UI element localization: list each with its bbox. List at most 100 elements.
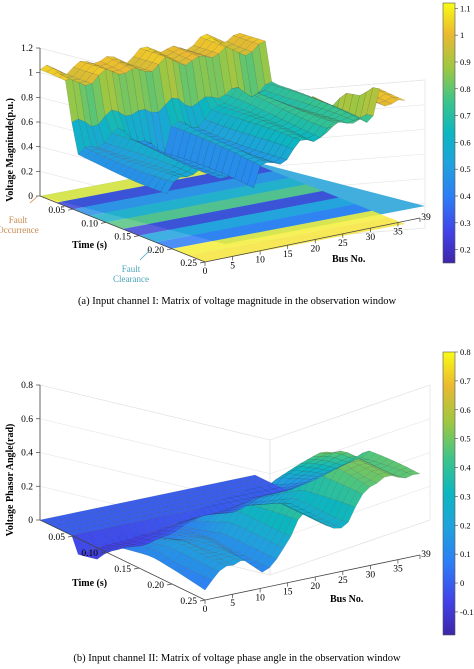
bus-tick-label: 5	[230, 261, 235, 271]
time-tick-label: 0.05	[48, 533, 65, 543]
time-tick-mark	[199, 599, 206, 602]
bus-tick-label: 15	[283, 250, 293, 260]
annotation-line: Occurrence	[0, 225, 39, 235]
bus-axis-label-b: Bus No.	[330, 594, 364, 605]
surface-patch	[298, 480, 313, 486]
z-tick-label: 0.4	[21, 449, 33, 459]
caption-b: (b) Input channel II: Matrix of voltage …	[73, 653, 401, 664]
voltage-angle-surface	[39, 450, 421, 591]
bus-tick-label: 0	[203, 267, 208, 277]
bus-tick-label: 35	[393, 565, 403, 575]
fault-clearance-arrow	[139, 249, 151, 261]
grid-line	[39, 418, 431, 475]
z-tick-label: 0.2	[21, 167, 33, 177]
colorbar-tick-label: 0.7	[460, 376, 471, 386]
colorbar-tick-label: 0.8	[460, 84, 471, 94]
colorbar-tick-label: 0.5	[460, 434, 471, 444]
z-axis-label-a: Voltage Magnitude(p.u.)	[5, 98, 16, 202]
colorbar-tick-label: 0.7	[460, 111, 471, 121]
colorbar-tick-label: 0.1	[460, 549, 471, 559]
grid-line	[39, 384, 431, 441]
colorbar-tick-label: 0.6	[460, 405, 471, 415]
colorbar-tick-label: 0.4	[460, 463, 471, 473]
floor-stripe	[139, 197, 356, 243]
time-axis-label-a: Time (s)	[72, 240, 107, 251]
bus-tick-label: 25	[338, 239, 348, 249]
colorbar-tick-label: 0.6	[460, 137, 471, 147]
bus-tick-label: 10	[255, 593, 265, 603]
time-tick-label: 0.25	[180, 597, 197, 607]
bus-ticks-a: 0 5 10 15 20 25 30 35 39	[203, 213, 431, 277]
time-axis-line	[39, 195, 206, 263]
time-tick-mark	[166, 583, 173, 586]
time-tick-mark	[100, 222, 107, 224]
z-tick-label: 1.2	[21, 44, 33, 54]
z-tick-label: 0.6	[21, 118, 33, 128]
bus-tick-label: 39	[421, 550, 431, 560]
colorbar-tick-label: 0.2	[460, 520, 471, 530]
time-ticks-b: 0.05 0.10 0.15 0.20 0.25	[48, 533, 206, 607]
time-tick-label: 0.10	[81, 219, 98, 229]
z-axis-label-b: Voltage Phasor Angle(rad)	[5, 424, 16, 537]
colorbar-tick-label: 0.2	[460, 245, 471, 255]
colorbar-tick-label: 1	[460, 30, 464, 40]
annotation-line: Fault	[122, 264, 141, 274]
time-axis-label-b: Time (s)	[72, 578, 107, 589]
colorbar-tick-label: 0.9	[460, 57, 471, 67]
bus-tick-label: 20	[311, 582, 321, 592]
z-tick-label: 0.4	[21, 143, 33, 153]
floor-stripe	[172, 210, 389, 256]
floor-stripe	[188, 217, 405, 262]
panel-a: 00.20.40.60.811.2 0.050.100.150.200.25 0…	[0, 2, 471, 307]
fault-clearance-label: Fault Clearance	[113, 264, 149, 284]
bus-tick-label: 30	[366, 233, 376, 243]
time-tick-mark	[166, 248, 173, 251]
bus-tick-label: 15	[283, 588, 293, 598]
time-tick-label: 0.15	[114, 233, 131, 243]
colorbar-tick-label: 0.3	[460, 491, 471, 501]
colorbar-tick-label: 0.8	[460, 347, 471, 357]
z-tick-label: 0.8	[21, 93, 33, 103]
voltage-magnitude-surface	[39, 32, 406, 194]
surface-patch	[330, 464, 344, 472]
surface-patch	[368, 453, 383, 462]
time-tick-label: 0.15	[114, 565, 131, 575]
z-tick-label: 0.2	[21, 482, 33, 492]
bus-tick-label: 35	[393, 228, 403, 238]
bus-ticks-b: 0 5 10 15 20 25 30 35 39	[203, 550, 431, 615]
caption-a: (a) Input channel I: Matrix of voltage m…	[78, 296, 397, 307]
time-tick-mark	[199, 261, 206, 264]
z-tick-label: 0.8	[21, 381, 33, 391]
time-tick-label: 0.25	[180, 259, 197, 269]
time-tick-mark	[67, 535, 74, 538]
surface-patch	[342, 456, 357, 466]
bus-tick-label: 5	[230, 599, 235, 609]
surface-patch	[247, 474, 262, 480]
time-axis-line-b	[39, 519, 206, 601]
colorbar-tick-label: 0.4	[460, 191, 471, 201]
colorbar-ticks-a: 0.2 0.3 0.4 0.5 0.6 0.7 0.8 0.9 1 1.1	[455, 3, 471, 255]
bus-tick-label: 30	[366, 570, 376, 580]
time-tick-mark	[133, 235, 140, 237]
time-tick-label: 0.20	[147, 246, 164, 256]
floor-stripe	[106, 184, 323, 229]
colorbar-tick-label: 0	[460, 578, 464, 588]
colorbar-a	[442, 2, 456, 264]
colorbar-ticks-b: -0.1 0 0.1 0.2 0.3 0.4 0.5 0.6 0.7 0.8	[455, 347, 473, 617]
time-tick-label: 0.20	[147, 581, 164, 591]
colorbar-tick-label: 0.3	[460, 218, 471, 228]
time-tick-mark	[133, 567, 140, 570]
floor-stripe	[89, 177, 306, 223]
z-tick-label: 0	[28, 192, 33, 202]
time-tick-mark	[67, 208, 74, 211]
bus-tick-label: 20	[311, 244, 321, 254]
z-ticks-a: 0 0.2 0.4 0.6 0.8 1 1.2	[21, 44, 40, 202]
z-ticks-b: 0 0.2 0.4 0.6 0.8	[21, 381, 40, 526]
fault-occurrence-arrow	[29, 195, 39, 204]
fault-occurrence-label: Fault Occurrence	[0, 215, 39, 235]
colorbar-b	[442, 351, 456, 636]
surface-patch	[260, 481, 275, 486]
bus-axis-line-b	[204, 554, 421, 601]
time-tick-mark	[100, 551, 107, 554]
